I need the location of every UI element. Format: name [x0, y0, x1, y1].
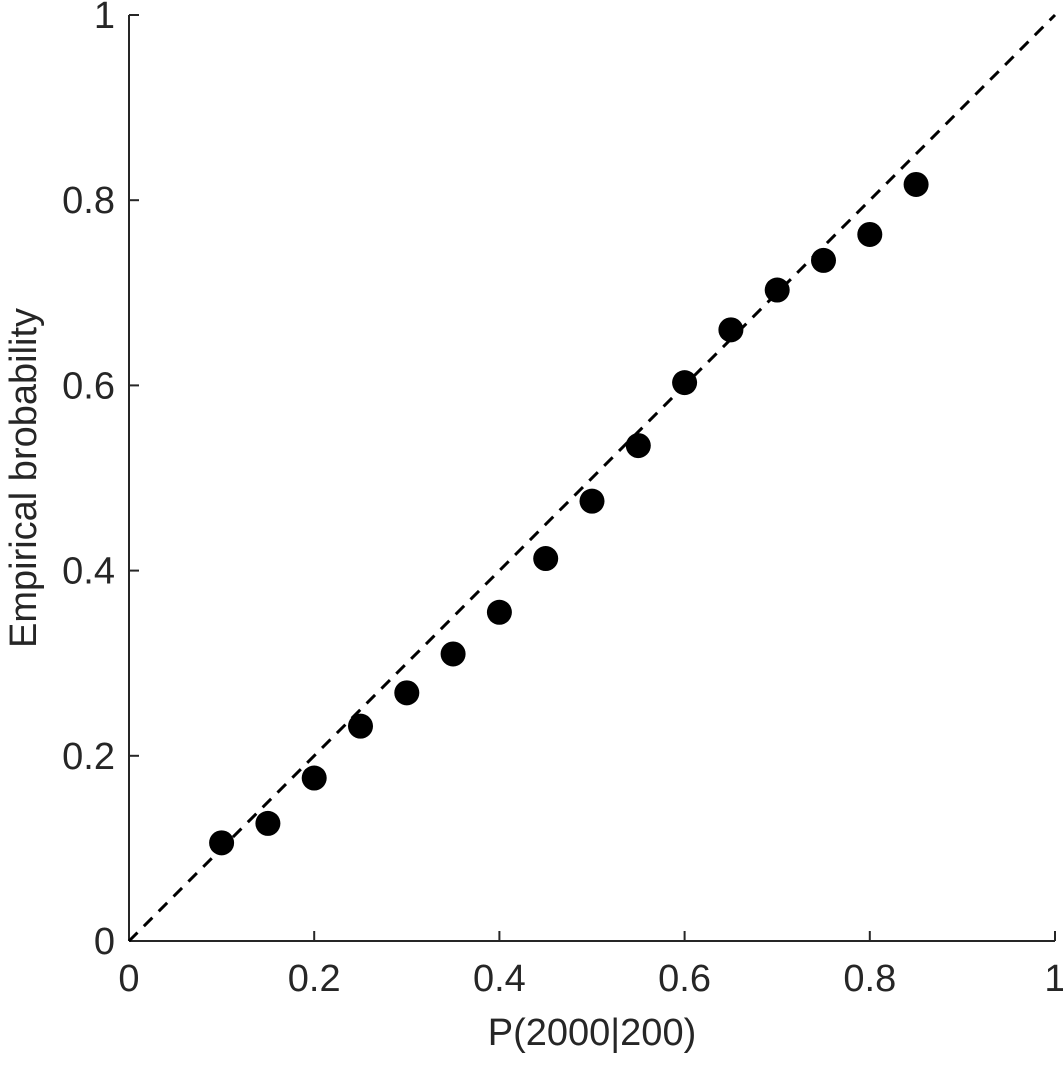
- data-points: [209, 171, 929, 856]
- y-axis-label: Empirical brobability: [3, 308, 45, 648]
- x-axis-label: P(2000|200): [488, 1012, 696, 1054]
- y-tick-label: 0.6: [62, 365, 115, 407]
- data-point: [486, 599, 512, 625]
- data-point: [579, 488, 605, 514]
- axes: [128, 15, 1055, 942]
- x-tick-label: 0.2: [288, 958, 341, 1000]
- data-point: [764, 277, 790, 303]
- y-tick-label: 0.2: [62, 736, 115, 778]
- x-tick-label: 0.4: [473, 958, 526, 1000]
- x-tick-label: 1: [1044, 958, 1063, 1000]
- data-point: [672, 370, 698, 396]
- y-tick-label: 1: [94, 0, 115, 37]
- data-point: [533, 546, 559, 572]
- data-point: [903, 171, 929, 197]
- data-point: [394, 680, 420, 706]
- x-tick-label: 0: [118, 958, 139, 1000]
- data-point: [625, 433, 651, 459]
- y-tick-label: 0.4: [62, 551, 115, 593]
- data-point: [301, 765, 327, 791]
- y-tick-label: 0.8: [62, 180, 115, 222]
- y-tick-label: 0: [94, 921, 115, 963]
- data-point: [718, 317, 744, 343]
- x-tick-label: 0.8: [843, 958, 896, 1000]
- data-point: [440, 641, 466, 667]
- data-point: [209, 830, 235, 856]
- ticks: 0 0.2 0.4 0.6 0.8 1 0 0.2 0.4 0.6 0.8 1: [62, 0, 1063, 1000]
- reference-diagonal-line: [127, 13, 1057, 943]
- data-point: [857, 221, 883, 247]
- data-point: [811, 247, 836, 273]
- data-point: [255, 810, 281, 836]
- data-point: [348, 713, 373, 739]
- x-tick-label: 0.6: [658, 958, 711, 1000]
